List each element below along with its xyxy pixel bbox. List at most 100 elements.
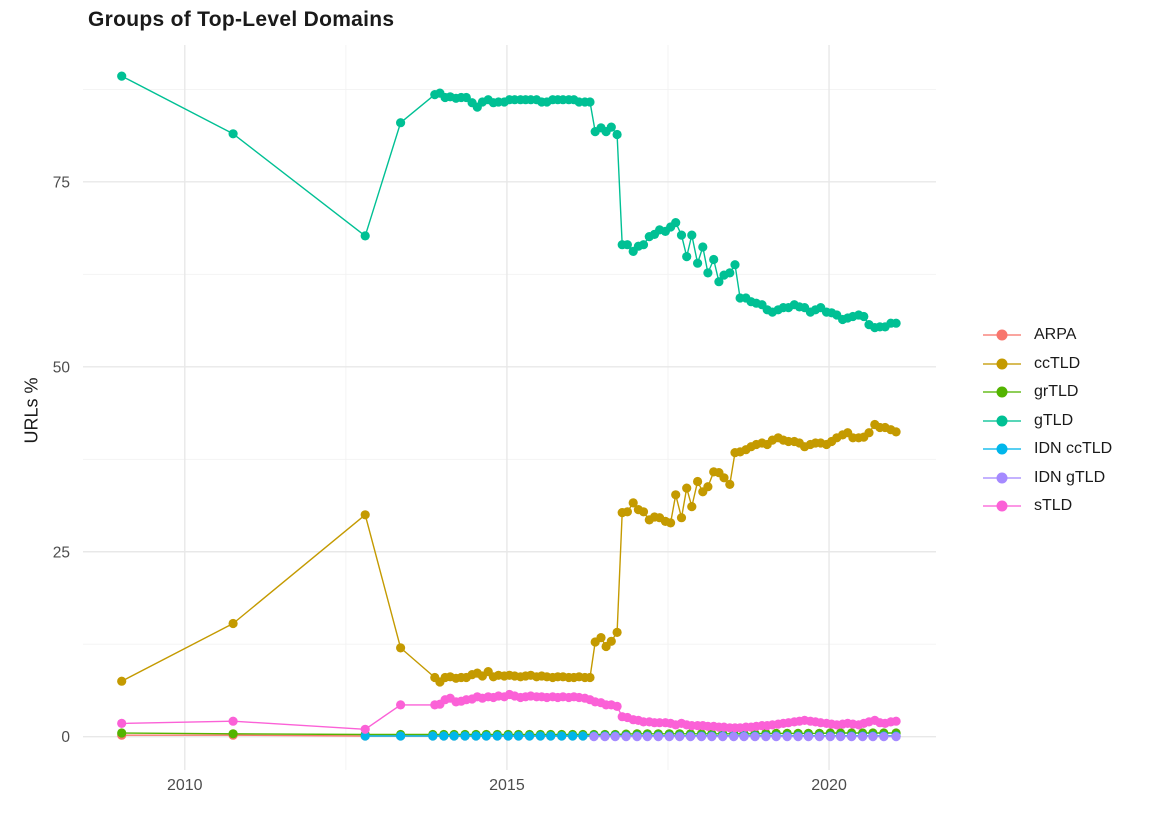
legend-key-icon	[983, 415, 1021, 427]
data-point-ccTLD	[719, 473, 729, 483]
data-point-ccTLD	[596, 633, 606, 643]
legend-item-IDN-ccTLD: IDN ccTLD	[982, 435, 1112, 464]
data-point-gTLD	[396, 118, 406, 128]
data-point-IDN-gTLD	[653, 732, 663, 742]
legend-key-icon	[983, 358, 1021, 370]
data-point-gTLD	[891, 318, 901, 328]
y-tick-label: 75	[53, 174, 70, 191]
data-point-IDN-ccTLD	[568, 731, 578, 741]
data-point-IDN-gTLD	[891, 732, 901, 742]
legend-label: sTLD	[1034, 497, 1073, 515]
data-point-ccTLD	[585, 672, 595, 683]
legend-key-icon	[983, 472, 1021, 484]
legend-item-sTLD: sTLD	[982, 492, 1112, 521]
data-point-IDN-gTLD	[782, 732, 792, 742]
data-point-IDN-gTLD	[718, 732, 728, 742]
data-point-IDN-gTLD	[825, 732, 835, 742]
data-point-ccTLD	[360, 510, 370, 520]
y-axis-title: URLs %	[21, 377, 42, 444]
data-point-IDN-ccTLD	[557, 731, 567, 741]
data-point-gTLD	[671, 218, 681, 228]
data-point-ccTLD	[228, 618, 238, 629]
data-point-ccTLD	[703, 482, 713, 492]
data-point-ccTLD	[622, 507, 633, 517]
data-point-IDN-gTLD	[793, 732, 803, 742]
legend-item-ARPA: ARPA	[982, 321, 1112, 350]
x-tick-label: 2020	[811, 777, 847, 794]
data-point-sTLD	[360, 724, 370, 734]
data-point-IDN-gTLD	[642, 732, 653, 742]
data-point-ccTLD	[693, 476, 703, 487]
data-point-IDN-ccTLD	[535, 731, 546, 741]
data-point-ccTLD	[666, 518, 676, 528]
data-point-IDN-ccTLD	[492, 731, 502, 741]
data-point-IDN-gTLD	[803, 732, 814, 742]
legend-label: IDN ccTLD	[1034, 440, 1113, 458]
legend: ARPA ccTLD grTLD gTLD IDN ccTLD IDN gTLD sTLD	[982, 321, 1112, 521]
data-point-IDN-ccTLD	[439, 731, 449, 741]
data-point-IDN-gTLD	[685, 732, 696, 742]
data-point-IDN-ccTLD	[460, 731, 470, 741]
legend-label: ccTLD	[1034, 354, 1081, 372]
data-point-ccTLD	[628, 498, 638, 508]
data-point-IDN-gTLD	[879, 732, 889, 742]
data-point-IDN-gTLD	[868, 732, 878, 742]
data-point-ccTLD	[396, 643, 406, 653]
data-point-gTLD	[585, 97, 595, 107]
data-point-grTLD	[117, 728, 127, 738]
data-point-gTLD	[703, 268, 713, 278]
data-point-IDN-ccTLD	[524, 731, 535, 741]
series-line-ccTLD	[121, 423, 897, 683]
legend-label: IDN gTLD	[1034, 468, 1106, 486]
legend-key-icon	[983, 329, 1021, 341]
data-point-ccTLD	[117, 676, 127, 686]
x-tick-label: 2010	[167, 777, 203, 794]
data-point-gTLD	[612, 129, 622, 140]
data-point-IDN-gTLD	[847, 732, 857, 742]
data-point-IDN-gTLD	[761, 732, 771, 742]
data-point-gTLD	[698, 242, 708, 252]
data-point-IDN-gTLD	[696, 732, 707, 742]
data-point-gTLD	[606, 122, 616, 132]
legend-item-grTLD: grTLD	[982, 378, 1112, 407]
data-point-ccTLD	[687, 502, 697, 512]
data-point-gTLD	[676, 230, 687, 240]
data-point-gTLD	[622, 240, 633, 250]
x-tick-label: 2015	[489, 777, 525, 794]
chart-title: Groups of Top-Level Domains	[88, 8, 395, 31]
data-point-IDN-gTLD	[664, 732, 674, 742]
data-point-gTLD	[117, 71, 127, 81]
data-point-ccTLD	[671, 490, 681, 500]
data-point-ccTLD	[682, 483, 692, 493]
data-point-IDN-gTLD	[771, 732, 781, 742]
data-point-IDN-gTLD	[739, 732, 749, 742]
data-point-IDN-ccTLD	[578, 731, 588, 741]
y-tick-label: 0	[61, 729, 70, 746]
data-point-sTLD	[612, 701, 622, 712]
y-tick-label: 25	[53, 544, 70, 561]
data-point-IDN-gTLD	[610, 732, 620, 742]
data-point-ccTLD	[612, 627, 622, 638]
data-point-gTLD	[228, 129, 238, 139]
legend-item-gTLD: gTLD	[982, 407, 1112, 436]
data-point-gTLD	[693, 258, 703, 268]
y-tick-label: 50	[53, 359, 71, 376]
data-point-sTLD	[117, 718, 127, 729]
legend-item-ccTLD: ccTLD	[982, 350, 1112, 379]
legend-label: ARPA	[1034, 326, 1077, 344]
data-point-ccTLD	[676, 513, 687, 523]
data-point-sTLD	[228, 716, 238, 726]
data-point-IDN-ccTLD	[471, 731, 481, 741]
data-point-gTLD	[714, 277, 724, 287]
data-point-grTLD	[228, 729, 238, 739]
data-point-ccTLD	[638, 507, 649, 517]
data-point-IDN-gTLD	[729, 732, 739, 742]
data-point-IDN-gTLD	[621, 732, 631, 742]
legend-key-icon	[983, 443, 1021, 455]
data-point-IDN-ccTLD	[513, 731, 524, 741]
data-point-IDN-ccTLD	[428, 731, 438, 741]
data-point-IDN-gTLD	[589, 732, 599, 742]
data-point-IDN-gTLD	[632, 732, 642, 742]
legend-item-IDN-gTLD: IDN gTLD	[982, 464, 1112, 493]
